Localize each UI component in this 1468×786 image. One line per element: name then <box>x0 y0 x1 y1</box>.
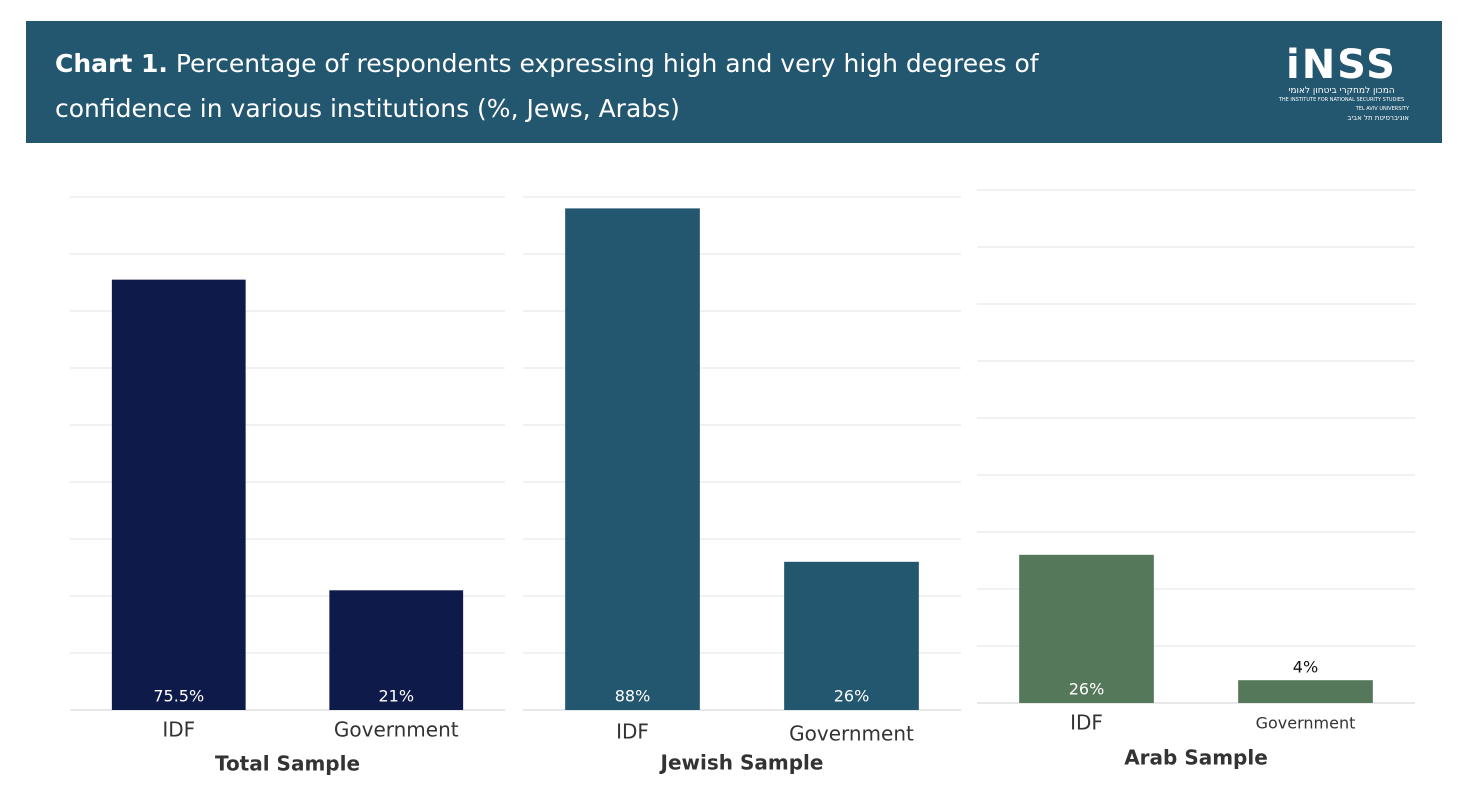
title-text: Percentage of respondents expressing hig… <box>55 49 1039 123</box>
value-label: 88% <box>615 687 651 706</box>
x-tick-label: IDF <box>616 720 649 744</box>
header: Chart 1. Percentage of respondents expre… <box>26 21 1442 143</box>
chart-title: Jewish Sample <box>659 751 824 775</box>
value-label: 4% <box>1293 658 1318 677</box>
logo: iNSS המכון למחקרי ביטחון לאומי THE INSTI… <box>1274 43 1409 123</box>
bar <box>1238 680 1373 703</box>
chart-title: Arab Sample <box>1124 746 1268 770</box>
chart-title: Total Sample <box>215 752 360 776</box>
value-label: 26% <box>834 687 870 706</box>
value-label: 26% <box>1069 680 1105 699</box>
x-tick-label: Government <box>1256 714 1356 733</box>
bar <box>111 279 246 710</box>
bar <box>329 590 464 710</box>
chart-label: Chart 1. <box>55 49 168 78</box>
logo-university-hebrew: אוניברסיטת תל אביב <box>1347 114 1409 122</box>
bar <box>565 208 700 710</box>
x-tick-label: Government <box>789 722 914 746</box>
x-tick-label: Government <box>334 718 459 742</box>
logo-hebrew: המכון למחקרי ביטחון לאומי <box>1288 86 1395 96</box>
logo-english: THE INSTITUTE FOR NATIONAL SECURITY STUD… <box>1278 97 1405 103</box>
bar <box>1019 554 1154 703</box>
value-label: 75.5% <box>153 687 204 706</box>
header-title: Chart 1. Percentage of respondents expre… <box>55 41 1045 131</box>
bar <box>784 561 919 710</box>
x-tick-label: IDF <box>1070 711 1103 735</box>
x-tick-label: IDF <box>162 718 195 742</box>
logo-university: TEL AVIV UNIVERSITY <box>1355 106 1409 112</box>
value-label: 21% <box>378 687 414 706</box>
logo-name: iNSS <box>1285 42 1397 88</box>
